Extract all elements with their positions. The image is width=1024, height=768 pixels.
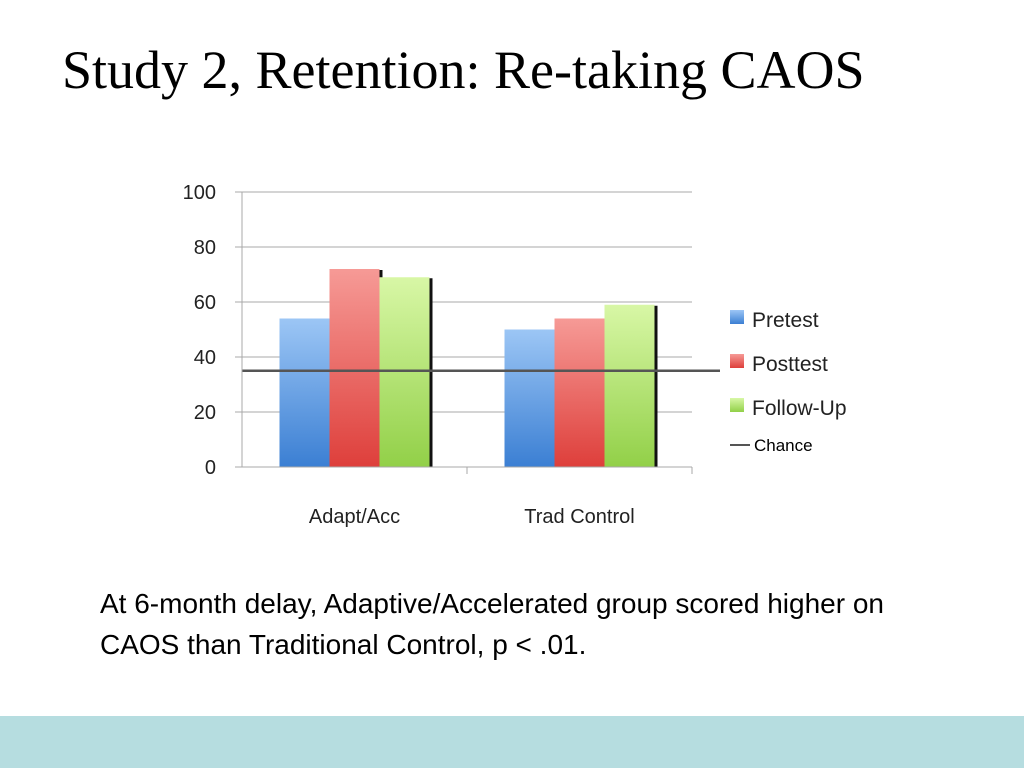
y-tick-label: 40 xyxy=(194,347,216,369)
y-tick-label: 80 xyxy=(194,237,216,259)
slide-title: Study 2, Retention: Re-taking CAOS xyxy=(62,40,865,100)
x-category-label: Trad Control xyxy=(524,506,634,528)
y-tick-label: 0 xyxy=(205,457,216,479)
y-tick-label: 100 xyxy=(183,182,216,204)
bar-posttest-1 xyxy=(554,318,605,467)
legend-label: Pretest xyxy=(752,309,819,332)
legend-swatch xyxy=(730,398,744,412)
axes xyxy=(235,191,693,474)
bar-pretest-0 xyxy=(279,318,330,467)
legend-label: Follow-Up xyxy=(752,397,847,420)
legend-label: Posttest xyxy=(752,353,828,376)
y-tick-label: 20 xyxy=(194,402,216,424)
bar-posttest-0 xyxy=(329,269,380,467)
x-axis-categories: Adapt/Acc Trad Control xyxy=(309,506,635,528)
bar-follow-up-0 xyxy=(379,277,430,467)
footer-band xyxy=(0,716,1024,768)
bar-follow-up-1 xyxy=(604,304,655,467)
x-category-label: Adapt/Acc xyxy=(309,506,400,528)
caption-text: At 6-month delay, Adaptive/Accelerated g… xyxy=(100,588,884,660)
legend-label: Chance xyxy=(754,436,813,455)
legend: Pretest Posttest Follow-Up Chance xyxy=(730,309,847,455)
y-tick-label: 60 xyxy=(194,292,216,314)
bar-chart: 0 20 40 60 80 100 Adapt/Acc Trad Control Prete… xyxy=(183,182,847,528)
bars xyxy=(279,269,658,467)
legend-swatch xyxy=(730,354,744,368)
y-axis-ticks: 0 20 40 60 80 100 xyxy=(183,182,216,479)
legend-swatch xyxy=(730,310,744,324)
bar-pretest-1 xyxy=(504,329,555,467)
